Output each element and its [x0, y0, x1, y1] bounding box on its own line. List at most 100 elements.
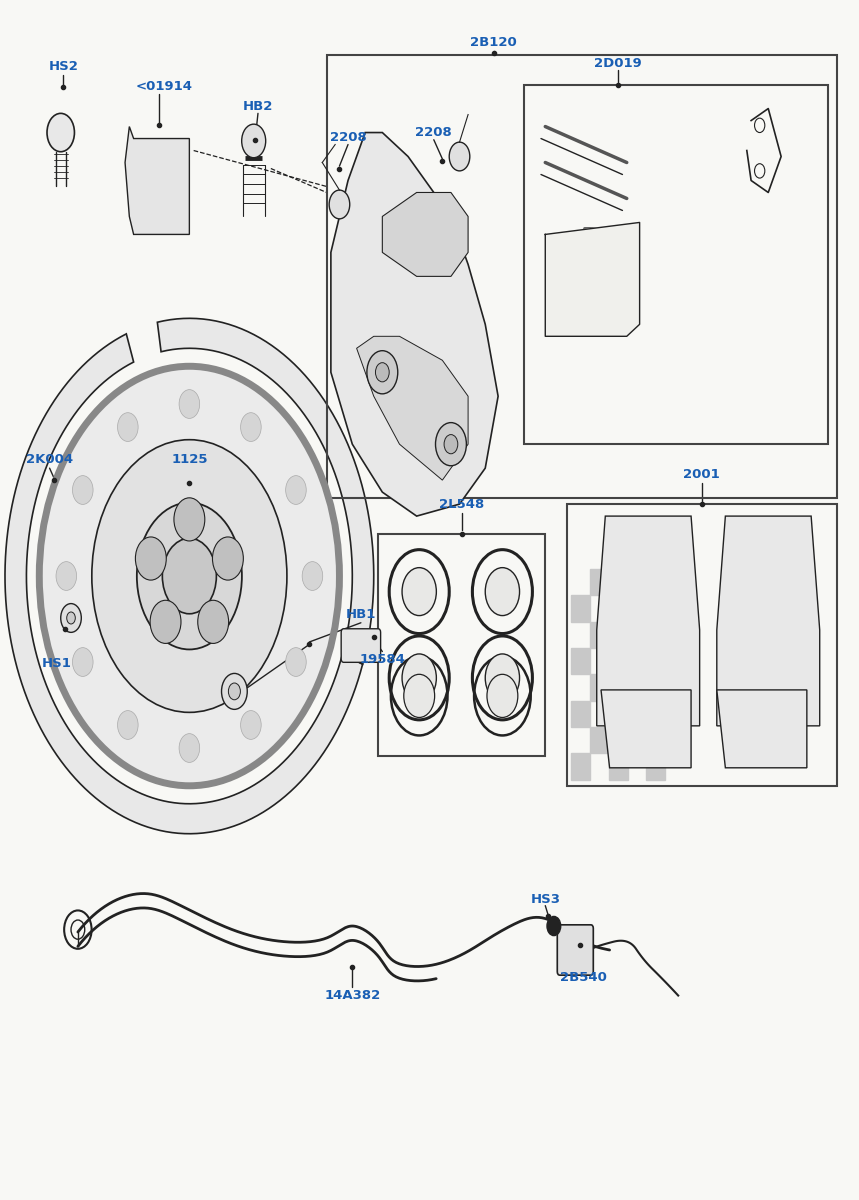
- Text: 19584: 19584: [359, 654, 405, 666]
- Bar: [647, 648, 666, 674]
- Circle shape: [241, 124, 265, 157]
- Polygon shape: [331, 132, 498, 516]
- Text: 2D019: 2D019: [594, 56, 642, 70]
- Bar: [571, 754, 590, 780]
- Bar: [666, 727, 685, 754]
- Polygon shape: [157, 318, 374, 664]
- Circle shape: [444, 434, 458, 454]
- Circle shape: [547, 917, 561, 936]
- Bar: [666, 622, 685, 648]
- Bar: [628, 674, 647, 701]
- Text: HB2: HB2: [243, 100, 273, 113]
- Polygon shape: [382, 192, 468, 276]
- Bar: [524, 84, 828, 444]
- Polygon shape: [716, 690, 807, 768]
- Circle shape: [179, 390, 199, 419]
- Bar: [609, 701, 628, 727]
- Text: scuderia: scuderia: [108, 512, 322, 556]
- Bar: [609, 648, 628, 674]
- Bar: [628, 727, 647, 754]
- Text: HS2: HS2: [48, 60, 78, 73]
- Circle shape: [329, 190, 350, 218]
- Circle shape: [487, 674, 518, 718]
- Circle shape: [136, 536, 167, 580]
- Circle shape: [367, 350, 398, 394]
- Bar: [378, 534, 545, 756]
- Circle shape: [402, 568, 436, 616]
- Circle shape: [72, 648, 93, 677]
- Circle shape: [212, 536, 243, 580]
- Polygon shape: [601, 690, 691, 768]
- Circle shape: [92, 439, 287, 713]
- Circle shape: [179, 733, 199, 762]
- Circle shape: [485, 654, 520, 702]
- Bar: [647, 701, 666, 727]
- Circle shape: [404, 674, 435, 718]
- Text: 2B540: 2B540: [560, 971, 607, 984]
- Circle shape: [241, 413, 261, 442]
- Text: 2001: 2001: [684, 468, 720, 481]
- Polygon shape: [125, 126, 189, 234]
- Circle shape: [47, 113, 75, 151]
- Circle shape: [402, 654, 436, 702]
- Circle shape: [436, 422, 466, 466]
- Circle shape: [67, 612, 76, 624]
- Circle shape: [174, 498, 204, 541]
- Polygon shape: [597, 516, 699, 726]
- Circle shape: [198, 600, 228, 643]
- Text: 1125: 1125: [171, 454, 208, 467]
- Text: 2208: 2208: [416, 126, 452, 139]
- Bar: [571, 701, 590, 727]
- Bar: [326, 55, 837, 498]
- Text: HS1: HS1: [41, 658, 71, 670]
- Bar: [590, 569, 609, 595]
- Circle shape: [286, 648, 307, 677]
- Circle shape: [449, 142, 470, 170]
- Bar: [571, 595, 590, 622]
- Circle shape: [162, 539, 216, 613]
- Polygon shape: [356, 336, 468, 480]
- Text: HB1: HB1: [345, 608, 376, 620]
- Circle shape: [40, 366, 339, 786]
- Bar: [666, 569, 685, 595]
- Text: car parts: car parts: [151, 570, 278, 594]
- Circle shape: [118, 413, 138, 442]
- Bar: [628, 622, 647, 648]
- Bar: [590, 622, 609, 648]
- Bar: [590, 674, 609, 701]
- Circle shape: [228, 683, 241, 700]
- Bar: [647, 595, 666, 622]
- Circle shape: [375, 362, 389, 382]
- Polygon shape: [545, 222, 640, 336]
- Bar: [647, 754, 666, 780]
- Text: <01914: <01914: [135, 80, 192, 94]
- Bar: [590, 727, 609, 754]
- Circle shape: [241, 710, 261, 739]
- Bar: [609, 754, 628, 780]
- Bar: [571, 648, 590, 674]
- Polygon shape: [716, 516, 819, 726]
- Circle shape: [118, 710, 138, 739]
- Circle shape: [286, 475, 307, 504]
- Text: 2L548: 2L548: [439, 498, 484, 511]
- Text: 2B120: 2B120: [471, 36, 517, 49]
- Circle shape: [150, 600, 181, 643]
- Bar: [666, 674, 685, 701]
- FancyBboxPatch shape: [341, 629, 381, 662]
- Circle shape: [222, 673, 247, 709]
- Circle shape: [137, 503, 242, 649]
- FancyBboxPatch shape: [557, 925, 594, 976]
- Circle shape: [302, 562, 323, 590]
- Bar: [609, 595, 628, 622]
- Circle shape: [56, 562, 76, 590]
- Text: 2K004: 2K004: [26, 454, 73, 467]
- Text: 14A382: 14A382: [324, 989, 381, 1002]
- Text: HS3: HS3: [530, 893, 560, 906]
- Circle shape: [61, 604, 82, 632]
- Text: 2208: 2208: [330, 131, 367, 144]
- Polygon shape: [5, 334, 362, 834]
- Bar: [628, 569, 647, 595]
- Circle shape: [72, 475, 93, 504]
- Bar: [567, 504, 837, 786]
- Circle shape: [485, 568, 520, 616]
